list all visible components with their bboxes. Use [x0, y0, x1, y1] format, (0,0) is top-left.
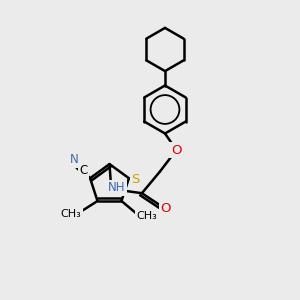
- Text: CH₃: CH₃: [60, 209, 81, 219]
- Text: O: O: [161, 202, 171, 215]
- Text: NH: NH: [108, 181, 125, 194]
- Text: O: O: [171, 143, 182, 157]
- Text: CH₃: CH₃: [136, 211, 158, 221]
- Text: C: C: [79, 164, 87, 177]
- Text: N: N: [70, 153, 79, 166]
- Text: S: S: [131, 173, 140, 186]
